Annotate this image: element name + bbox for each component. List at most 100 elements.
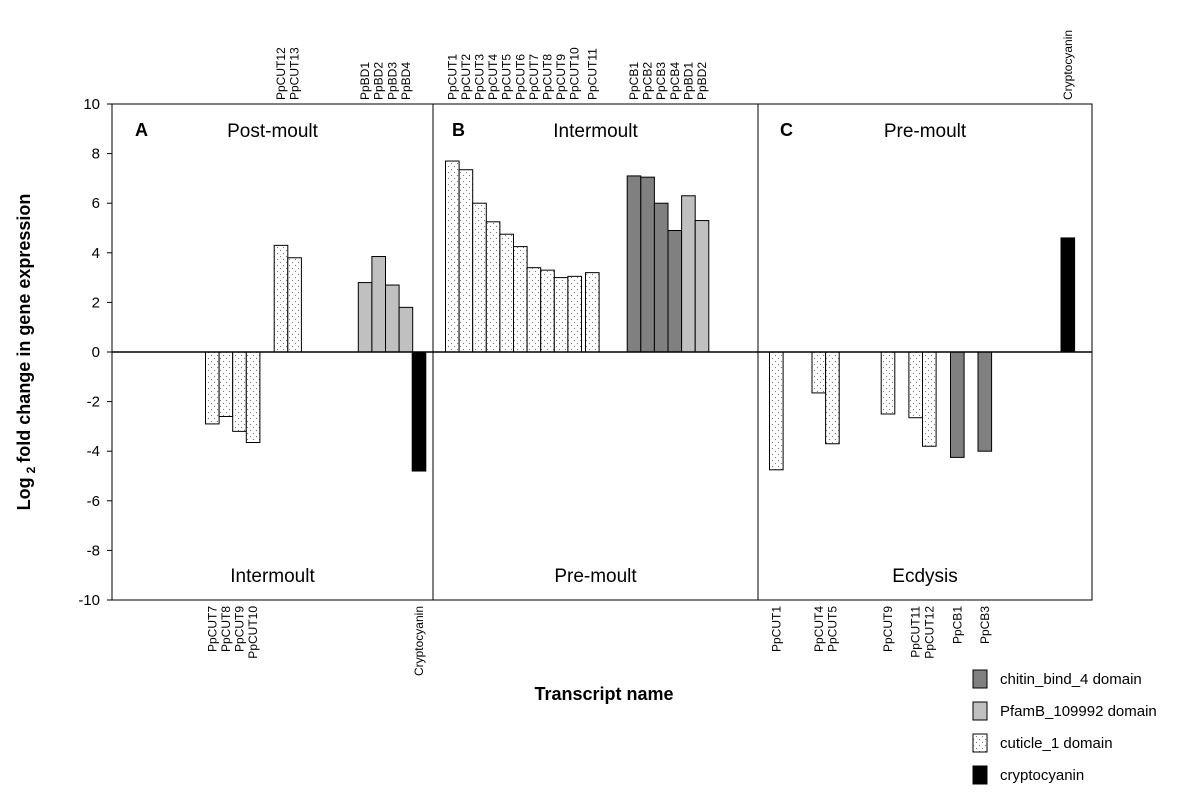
- bar-label: PpCUT1: [445, 54, 459, 100]
- bar-a-ppcut9: [232, 351, 247, 432]
- bar-a-ppcut8: [218, 351, 234, 417]
- y-tick-label: 4: [92, 245, 100, 262]
- bar-label: PpBD1: [681, 62, 695, 100]
- bar-c-ppcut12: [922, 351, 937, 447]
- bar-label: PpCUT13: [288, 47, 302, 100]
- legend: chitin_bind_4 domain PfamB_109992 domain c…: [972, 669, 1157, 785]
- bar-label: PpCUT11: [909, 606, 923, 658]
- y-tick-label: -6: [87, 493, 100, 510]
- bar-label: PpCUT5: [825, 606, 839, 652]
- panel-labels: A Post-moult Intermoult B Intermoult Pre-moul…: [135, 120, 967, 587]
- bar-b-ppcb3: [653, 202, 669, 353]
- bar-label: PpBD1: [358, 62, 372, 100]
- bar-a-ppbd1: [357, 282, 373, 353]
- bar-label: PpBD2: [695, 62, 709, 100]
- bar-b-ppcb4: [667, 229, 683, 353]
- y-axis-title: Log 2 fold change in gene expression: [14, 194, 38, 511]
- y-tick-label: 2: [92, 294, 100, 311]
- bar-a-ppcut7: [205, 351, 220, 425]
- bar-b-ppcut1: [445, 160, 460, 353]
- y-tick-label: -4: [87, 443, 100, 460]
- bar-c-cryptocyanin: [1060, 237, 1076, 353]
- bar-label: PpCUT1: [769, 606, 783, 652]
- panel-top-label: Pre-moult: [884, 121, 967, 142]
- bar-c-ppcut5: [825, 351, 840, 445]
- legend-label: chitin_bind_4 domain: [1000, 671, 1142, 688]
- bar-label: PpCUT7: [527, 54, 541, 100]
- bar-b-ppcut9: [553, 277, 569, 353]
- bar-b-ppcut4: [485, 221, 501, 353]
- bar-label: PpCUT4: [812, 606, 826, 652]
- bar-a-ppbd2: [371, 256, 386, 353]
- bar-a-ppbd4: [398, 306, 414, 353]
- bar-label: PpCUT6: [513, 54, 527, 100]
- bar-c-ppcb1: [950, 351, 965, 458]
- bar-label: PpCUT12: [274, 47, 288, 100]
- panel-letter: A: [135, 120, 148, 140]
- bar-label: PpCUT7: [205, 606, 219, 652]
- y-tick-label: 10: [83, 96, 100, 113]
- bar-label: Cryptocyanin: [1061, 30, 1075, 100]
- bar-label: PpCUT2: [459, 54, 473, 100]
- y-tick-label: 0: [92, 344, 100, 361]
- legend-swatch-pfamb: [972, 701, 988, 721]
- bar-b-ppcut3: [472, 202, 487, 353]
- bar-b-ppcut7: [526, 267, 542, 353]
- bar-label: PpCUT10: [568, 47, 582, 100]
- legend-swatch-chitin: [972, 669, 988, 689]
- bar-label: PpCB4: [668, 62, 682, 100]
- bar-b-ppbd1: [681, 195, 696, 353]
- legend-swatch-cuticle: [972, 733, 988, 753]
- bar-label: PpBD3: [385, 62, 399, 100]
- y-tick-label: -8: [87, 542, 100, 559]
- panel-letter: B: [452, 120, 465, 140]
- bar-c-ppcut9: [880, 351, 896, 415]
- bar-label: PpCUT12: [922, 606, 936, 659]
- bar-b-ppcut10: [567, 275, 583, 353]
- bar-label: PpCUT8: [219, 606, 233, 652]
- bar-c-ppcut4: [811, 351, 827, 394]
- y-tick-label: 8: [92, 146, 100, 163]
- bar-b-ppcut5: [499, 233, 514, 353]
- panel-bottom-label: Intermoult: [230, 566, 315, 587]
- y-axis: 10 8 6 4 2 0 -2 -4 -6 -8 -10: [78, 96, 112, 609]
- panel-top-label: Post-moult: [227, 121, 319, 142]
- bar-label: PpCUT9: [233, 606, 247, 652]
- bar-label: PpCB3: [978, 606, 992, 644]
- bar-label: PpCB1: [950, 606, 964, 644]
- y-axis-title-subscript: 2: [24, 466, 38, 473]
- bar-c-ppcut1: [769, 351, 784, 471]
- legend-label: cuticle_1 domain: [1000, 735, 1113, 752]
- bar-label: PpCUT3: [473, 54, 487, 100]
- y-axis-title-suffix: fold change in gene expression: [14, 194, 34, 463]
- bar-c-ppcb3: [977, 351, 993, 452]
- panel-bottom-label: Pre-moult: [554, 566, 637, 587]
- panel-bottom-label: Ecdysis: [892, 566, 957, 587]
- y-tick-label: -10: [78, 592, 100, 609]
- bar-label: Cryptocyanin: [412, 606, 426, 676]
- bar-b-ppcut8: [540, 269, 555, 353]
- bar-label: PpCUT8: [541, 54, 555, 100]
- bar-label: PpCUT9: [881, 606, 895, 652]
- bar-b-ppcb2: [640, 176, 655, 353]
- bar-label: PpBD4: [399, 62, 413, 100]
- bar-b-ppbd2: [694, 220, 710, 353]
- bar-label: PpCUT10: [246, 606, 260, 659]
- bar-label: PpCUT9: [554, 54, 568, 100]
- legend-label: PfamB_109992 domain: [1000, 703, 1157, 720]
- bar-label: PpCB2: [641, 62, 655, 100]
- y-tick-label: -2: [87, 394, 100, 411]
- bar-c-ppcut11: [908, 351, 924, 419]
- bar-a-ppcut10: [245, 351, 261, 444]
- bar-label: PpBD2: [372, 62, 386, 100]
- bar-b-ppcut11: [585, 272, 600, 353]
- bar-b-ppcut2: [458, 169, 474, 353]
- bar-label: PpCUT11: [585, 48, 599, 100]
- bar-b-ppcb1: [626, 175, 642, 353]
- x-axis-title: Transcript name: [534, 684, 673, 704]
- bar-a-cryptocyanin: [411, 351, 427, 472]
- bars: [205, 160, 1076, 472]
- bar-b-ppcut6: [513, 246, 528, 353]
